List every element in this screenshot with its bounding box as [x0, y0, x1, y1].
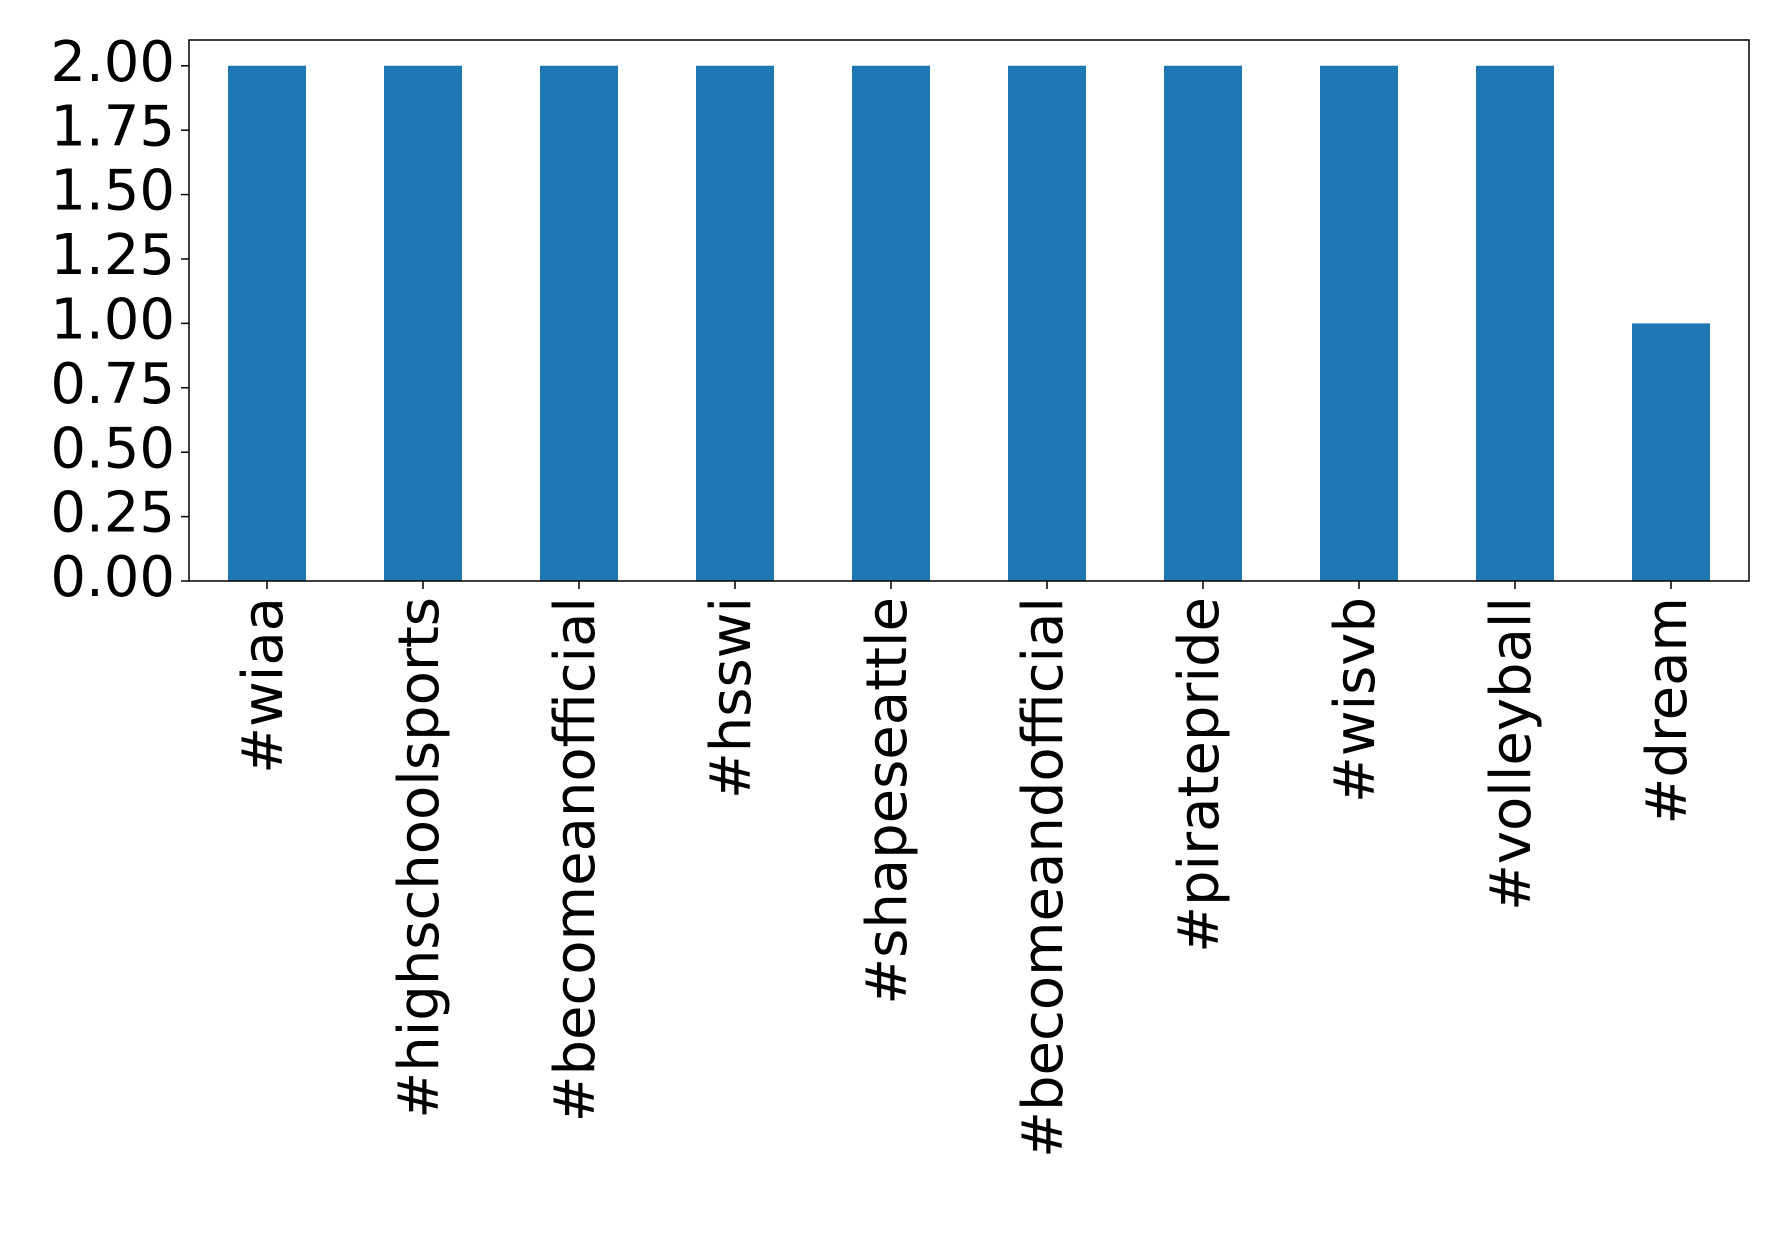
y-tick-label: 0.50	[50, 416, 175, 481]
y-tick-label: 1.25	[50, 223, 175, 288]
bar	[384, 65, 462, 581]
x-tick-label: #shapeseattle	[855, 597, 920, 1005]
bar	[540, 65, 618, 581]
y-tick-label: 0.75	[50, 352, 175, 417]
x-tick-label: #becomeandofficial	[1011, 597, 1076, 1158]
y-tick-label: 1.00	[50, 288, 175, 353]
x-tick-label: #volleyball	[1479, 597, 1544, 911]
x-tick-label: #becomeanofficial	[543, 597, 608, 1122]
bar	[1008, 65, 1086, 581]
y-tick-label: 1.75	[50, 94, 175, 159]
bar	[1632, 323, 1710, 581]
y-tick-label: 2.00	[50, 30, 175, 95]
y-tick-label: 0.25	[50, 481, 175, 546]
bar	[696, 65, 774, 581]
plot-frame	[188, 39, 1750, 582]
x-tick-label: #dream	[1635, 597, 1700, 825]
x-tick-label: #piratepride	[1167, 597, 1232, 953]
y-tick-label: 1.50	[50, 159, 175, 224]
bar	[1476, 65, 1554, 581]
x-tick-label: #wiaa	[231, 597, 296, 774]
x-tick-label: #highschoolsports	[387, 597, 452, 1119]
bar	[1320, 65, 1398, 581]
y-tick-label: 0.00	[50, 545, 175, 610]
bar	[228, 65, 306, 581]
x-tick-label: #wisvb	[1323, 597, 1388, 803]
x-tick-label: #hsswi	[699, 597, 764, 799]
bar	[852, 65, 930, 581]
bar	[1164, 65, 1242, 581]
